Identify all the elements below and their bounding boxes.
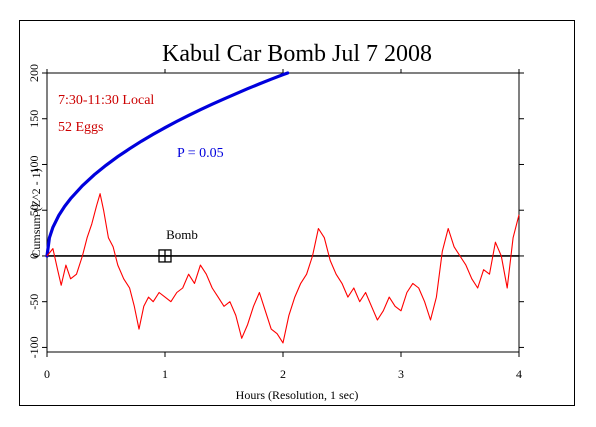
probability-label: P = 0.05 [177, 146, 224, 161]
x-axis: 0 1 2 3 4 [44, 69, 522, 381]
y-tick-label: 200 [27, 64, 41, 82]
plot-area [46, 72, 520, 353]
bomb-label: Bomb [166, 227, 198, 242]
x-tick-label: 3 [398, 367, 404, 381]
time-window-annotation: 7:30-11:30 Local [58, 93, 154, 108]
x-tick-label: 4 [516, 367, 522, 381]
probability-envelope-line [45, 71, 290, 258]
y-tick-label: -50 [27, 294, 41, 310]
y-tick-label: -100 [27, 336, 41, 358]
y-axis: -100 -50 0 50 100 150 200 [27, 64, 524, 358]
y-tick-label: 150 [27, 110, 41, 128]
chart-frame [19, 20, 575, 406]
x-tick-label: 1 [162, 367, 168, 381]
y-tick-label: 50 [27, 204, 41, 216]
bomb-event-marker [158, 249, 172, 263]
y-axis-label: Cumsum (Z^2 - 1) [29, 168, 43, 257]
eggs-annotation: 52 Eggs [58, 120, 104, 135]
x-tick-label: 2 [280, 367, 286, 381]
chart-title: Kabul Car Bomb Jul 7 2008 [162, 41, 432, 67]
x-axis-label: Hours (Resolution, 1 sec) [236, 388, 359, 402]
cumsum-line [46, 193, 520, 344]
y-tick-label: 100 [27, 155, 41, 173]
y-tick-label: 0 [27, 253, 41, 259]
x-tick-label: 0 [44, 367, 50, 381]
